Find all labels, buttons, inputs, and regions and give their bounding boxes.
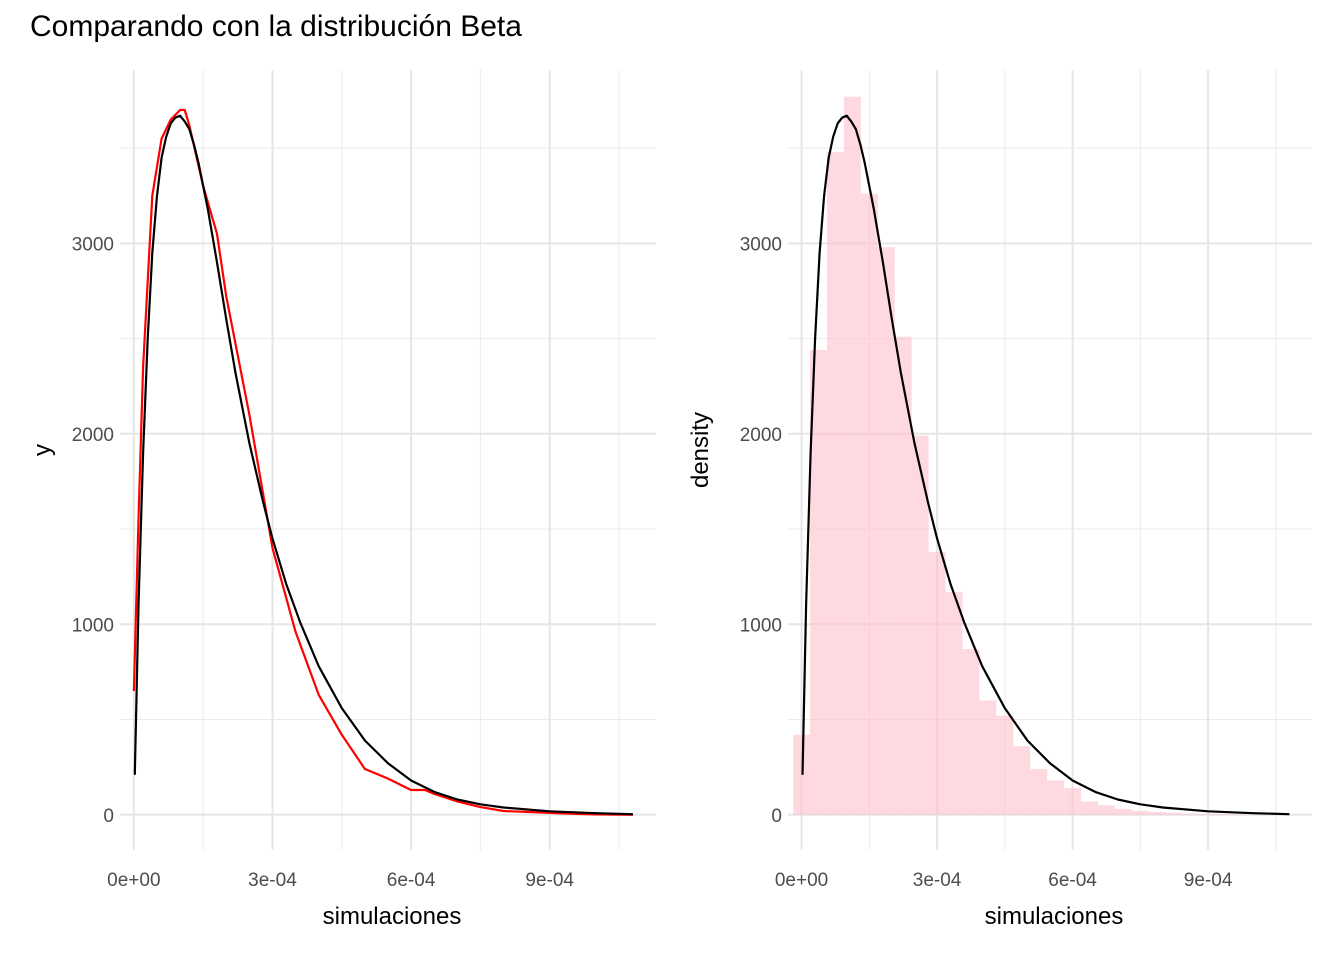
panel-2-y-tick-label: 2000	[740, 425, 782, 446]
panel-1-x-tick-label: 9e-04	[525, 870, 574, 891]
panel-2-histogram-bar	[962, 649, 980, 815]
panel-1-y-tick-label: 2000	[72, 425, 114, 446]
panel-1-y-axis-title: y	[29, 444, 56, 456]
panel-2-histogram-bar	[826, 151, 844, 815]
panel-2-group: 0e+00 3e-04 6e-04 9e-04 0 1000 2000 3000 simulac…	[687, 70, 1312, 930]
panel-2-histogram-bar	[1148, 811, 1166, 815]
panel-2-histogram-bar	[1064, 788, 1082, 815]
panel-2-histogram-bar	[1216, 814, 1234, 815]
panel-2-histogram-bar	[1131, 810, 1149, 815]
panel-2-y-tick-label: 0	[771, 806, 782, 827]
panel-2-y-tick-label: 1000	[740, 615, 782, 636]
panel-2-histogram-bar	[1081, 801, 1098, 815]
panel-2-x-tick-label: 9e-04	[1184, 870, 1233, 891]
panel-2-x-tick-label: 3e-04	[913, 870, 962, 891]
panel-2-histogram-bar	[1047, 780, 1065, 815]
chart-title: Comparando con la distribución Beta	[30, 10, 522, 43]
panel-2-x-tick-label: 0e+00	[775, 870, 828, 891]
panel-1-x-tick-label: 3e-04	[248, 870, 297, 891]
panel-2-histogram-bar	[810, 350, 827, 815]
panel-2-histogram-bar	[945, 591, 963, 815]
panel-2-histogram-bar	[894, 336, 912, 815]
panel-1-x-tick-label: 0e+00	[107, 870, 160, 891]
panel-2-x-axis-title: simulaciones	[985, 903, 1124, 930]
panel-1-x-axis-title: simulaciones	[323, 903, 462, 930]
panel-2-histogram-bar	[996, 715, 1014, 815]
panel-2-histogram-bar	[1199, 813, 1217, 815]
panel-2-histogram-bar	[877, 247, 895, 815]
panel-1-x-tick-label: 6e-04	[387, 870, 436, 891]
panel-1-series-line-2	[133, 114, 633, 816]
panel-2-histogram-bar	[843, 96, 861, 815]
panel-2-y-axis-title: density	[687, 412, 714, 488]
panel-2-y-tick-label: 3000	[740, 234, 782, 255]
panel-2-histogram-bar	[928, 551, 946, 815]
panel-2-histogram-bar	[1013, 746, 1031, 815]
panel-2-series-line-1	[801, 114, 1290, 816]
panel-2-histogram-bar	[911, 435, 929, 815]
panel-1-series-line-1	[132, 108, 633, 816]
panel-2-histogram-bar	[1182, 813, 1200, 815]
panel-2-histogram-bar	[1097, 805, 1115, 815]
panel-1-y-tick-label: 3000	[72, 234, 114, 255]
panel-1-y-tick-label: 1000	[72, 615, 114, 636]
panel-2-x-tick-label: 6e-04	[1048, 870, 1097, 891]
panel-2-histogram-bar	[979, 700, 997, 815]
panel-2-histogram-bar	[1114, 809, 1132, 815]
panel-1-group: 0e+00 3e-04 6e-04 9e-04 0 1000 2000 3000 simulac…	[29, 70, 656, 930]
panel-2-histogram-bar	[1030, 769, 1048, 815]
panel-2-histogram-bar	[1165, 812, 1183, 815]
panel-2-histogram-bar	[860, 193, 878, 815]
panel-1-y-tick-label: 0	[103, 806, 114, 827]
